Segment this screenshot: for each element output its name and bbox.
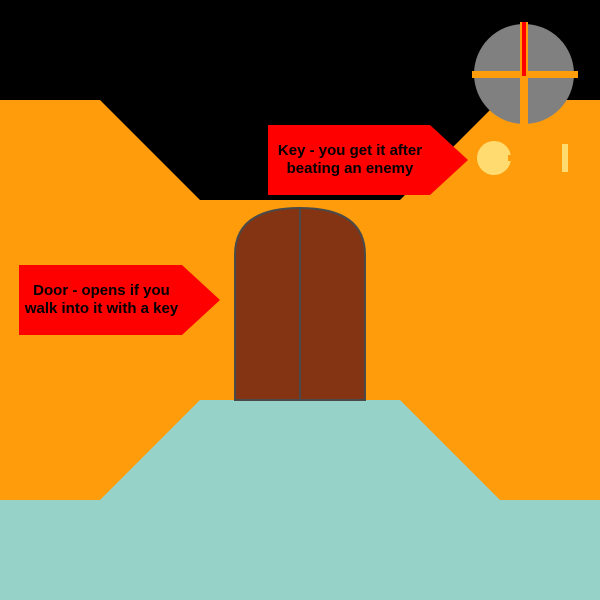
door[interactable] bbox=[234, 206, 366, 401]
key-callout: Key - you get it after beating an enemy bbox=[268, 125, 468, 195]
key-icon[interactable] bbox=[477, 141, 576, 175]
corridor-floor bbox=[0, 400, 600, 600]
door-callout-text: Door - opens if you walk into it with a … bbox=[24, 282, 179, 317]
crosshair-icon bbox=[472, 22, 578, 126]
door-callout: Door - opens if you walk into it with a … bbox=[19, 265, 220, 335]
key-callout-text: Key - you get it after beating an enemy bbox=[277, 142, 423, 177]
